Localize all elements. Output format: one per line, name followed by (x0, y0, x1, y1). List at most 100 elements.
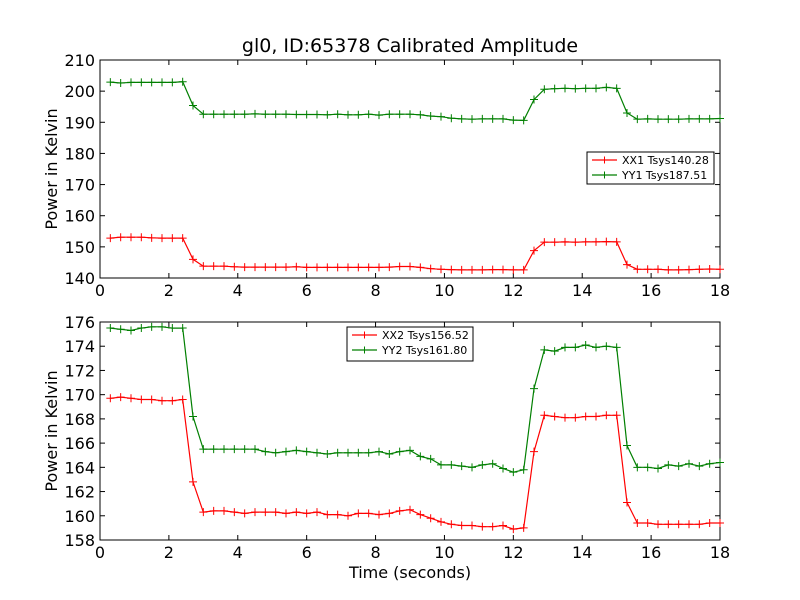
data-point (654, 115, 662, 124)
y-tick-label: 170 (64, 176, 95, 195)
x-tick-label: 12 (503, 281, 523, 300)
data-point (643, 265, 652, 274)
data-point (137, 78, 146, 87)
x-tick-label: 0 (95, 281, 105, 300)
x-tick-label: 10 (434, 281, 454, 300)
data-point (344, 511, 352, 520)
data-point (623, 108, 631, 117)
data-point (178, 77, 187, 86)
data-point (426, 264, 435, 273)
data-point (705, 519, 714, 528)
data-point (416, 110, 425, 119)
data-point (674, 462, 683, 471)
data-point (705, 459, 714, 468)
data-point (519, 116, 528, 125)
data-point (313, 508, 321, 517)
legend-label: YY2 Tsys161.80 (381, 344, 467, 357)
data-point (364, 263, 373, 272)
data-point (354, 448, 363, 457)
data-point (664, 460, 673, 469)
data-point (406, 505, 414, 514)
data-point (302, 509, 311, 518)
data-point (478, 265, 487, 274)
y-tick-label: 166 (64, 434, 95, 453)
data-point (168, 234, 177, 243)
data-point (447, 520, 456, 529)
x-tick-label: 0 (95, 543, 105, 562)
data-point (199, 508, 208, 517)
data-point (116, 79, 125, 88)
data-point (282, 447, 290, 456)
data-point (633, 265, 642, 274)
data-point (602, 83, 611, 92)
data-point (385, 509, 394, 518)
data-point (282, 263, 290, 272)
data-point (643, 519, 652, 528)
data-point (364, 110, 373, 119)
data-point (664, 520, 673, 529)
data-point (716, 114, 724, 123)
data-point (168, 78, 177, 87)
top-subplot: 0 2 4 6 8 10 12 14 16 18 140 150 160 170 180 190 200 210 P… (42, 51, 730, 300)
legend-marker (601, 171, 608, 179)
data-point (271, 263, 280, 272)
data-point (509, 468, 518, 477)
data-point (457, 114, 466, 123)
data-point (550, 347, 559, 356)
x-tick-label: 10 (434, 543, 454, 562)
x-tick-label: 4 (233, 281, 243, 300)
data-point (292, 110, 301, 119)
y-axis-label: Power in Kelvin (42, 108, 61, 229)
data-point (158, 322, 166, 331)
legend-marker (361, 346, 368, 354)
data-point (581, 237, 590, 246)
data-point (540, 345, 549, 354)
data-point (302, 263, 311, 272)
legend-box (346, 326, 474, 362)
data-point (447, 114, 456, 123)
data-point (209, 262, 218, 271)
data-point (375, 510, 383, 519)
data-point (530, 246, 538, 255)
data-point (416, 263, 425, 272)
data-point (395, 262, 404, 271)
data-point (602, 342, 611, 351)
data-point (240, 110, 249, 119)
y-tick-label: 180 (64, 144, 95, 163)
data-point (323, 450, 332, 459)
y-tick-label: 160 (64, 507, 95, 526)
data-point (240, 445, 249, 454)
x-axis-label: Time (seconds) (348, 563, 471, 582)
legend-marker (361, 331, 368, 339)
data-point (354, 110, 363, 119)
data-point (695, 520, 704, 529)
data-point (581, 412, 590, 421)
x-tick-label: 2 (164, 281, 174, 300)
data-point (106, 234, 115, 243)
data-point (209, 110, 218, 119)
data-point (127, 394, 135, 403)
data-point (612, 237, 621, 246)
data-point (178, 395, 187, 404)
data-point (457, 462, 466, 471)
data-point (716, 519, 724, 528)
data-point (623, 441, 631, 450)
data-point (664, 265, 673, 274)
data-point (251, 508, 259, 517)
data-point (509, 116, 518, 125)
data-point (592, 84, 600, 93)
data-point (333, 510, 342, 519)
data-point (199, 110, 208, 119)
data-point (685, 520, 693, 529)
data-point (333, 110, 342, 119)
x-tick-label: 8 (370, 543, 380, 562)
data-point (581, 84, 590, 93)
data-point (106, 78, 115, 87)
data-point (282, 509, 290, 518)
data-point (147, 233, 156, 242)
data-point (178, 234, 187, 243)
data-point (147, 395, 156, 404)
data-point (106, 324, 115, 333)
data-point (261, 508, 270, 517)
